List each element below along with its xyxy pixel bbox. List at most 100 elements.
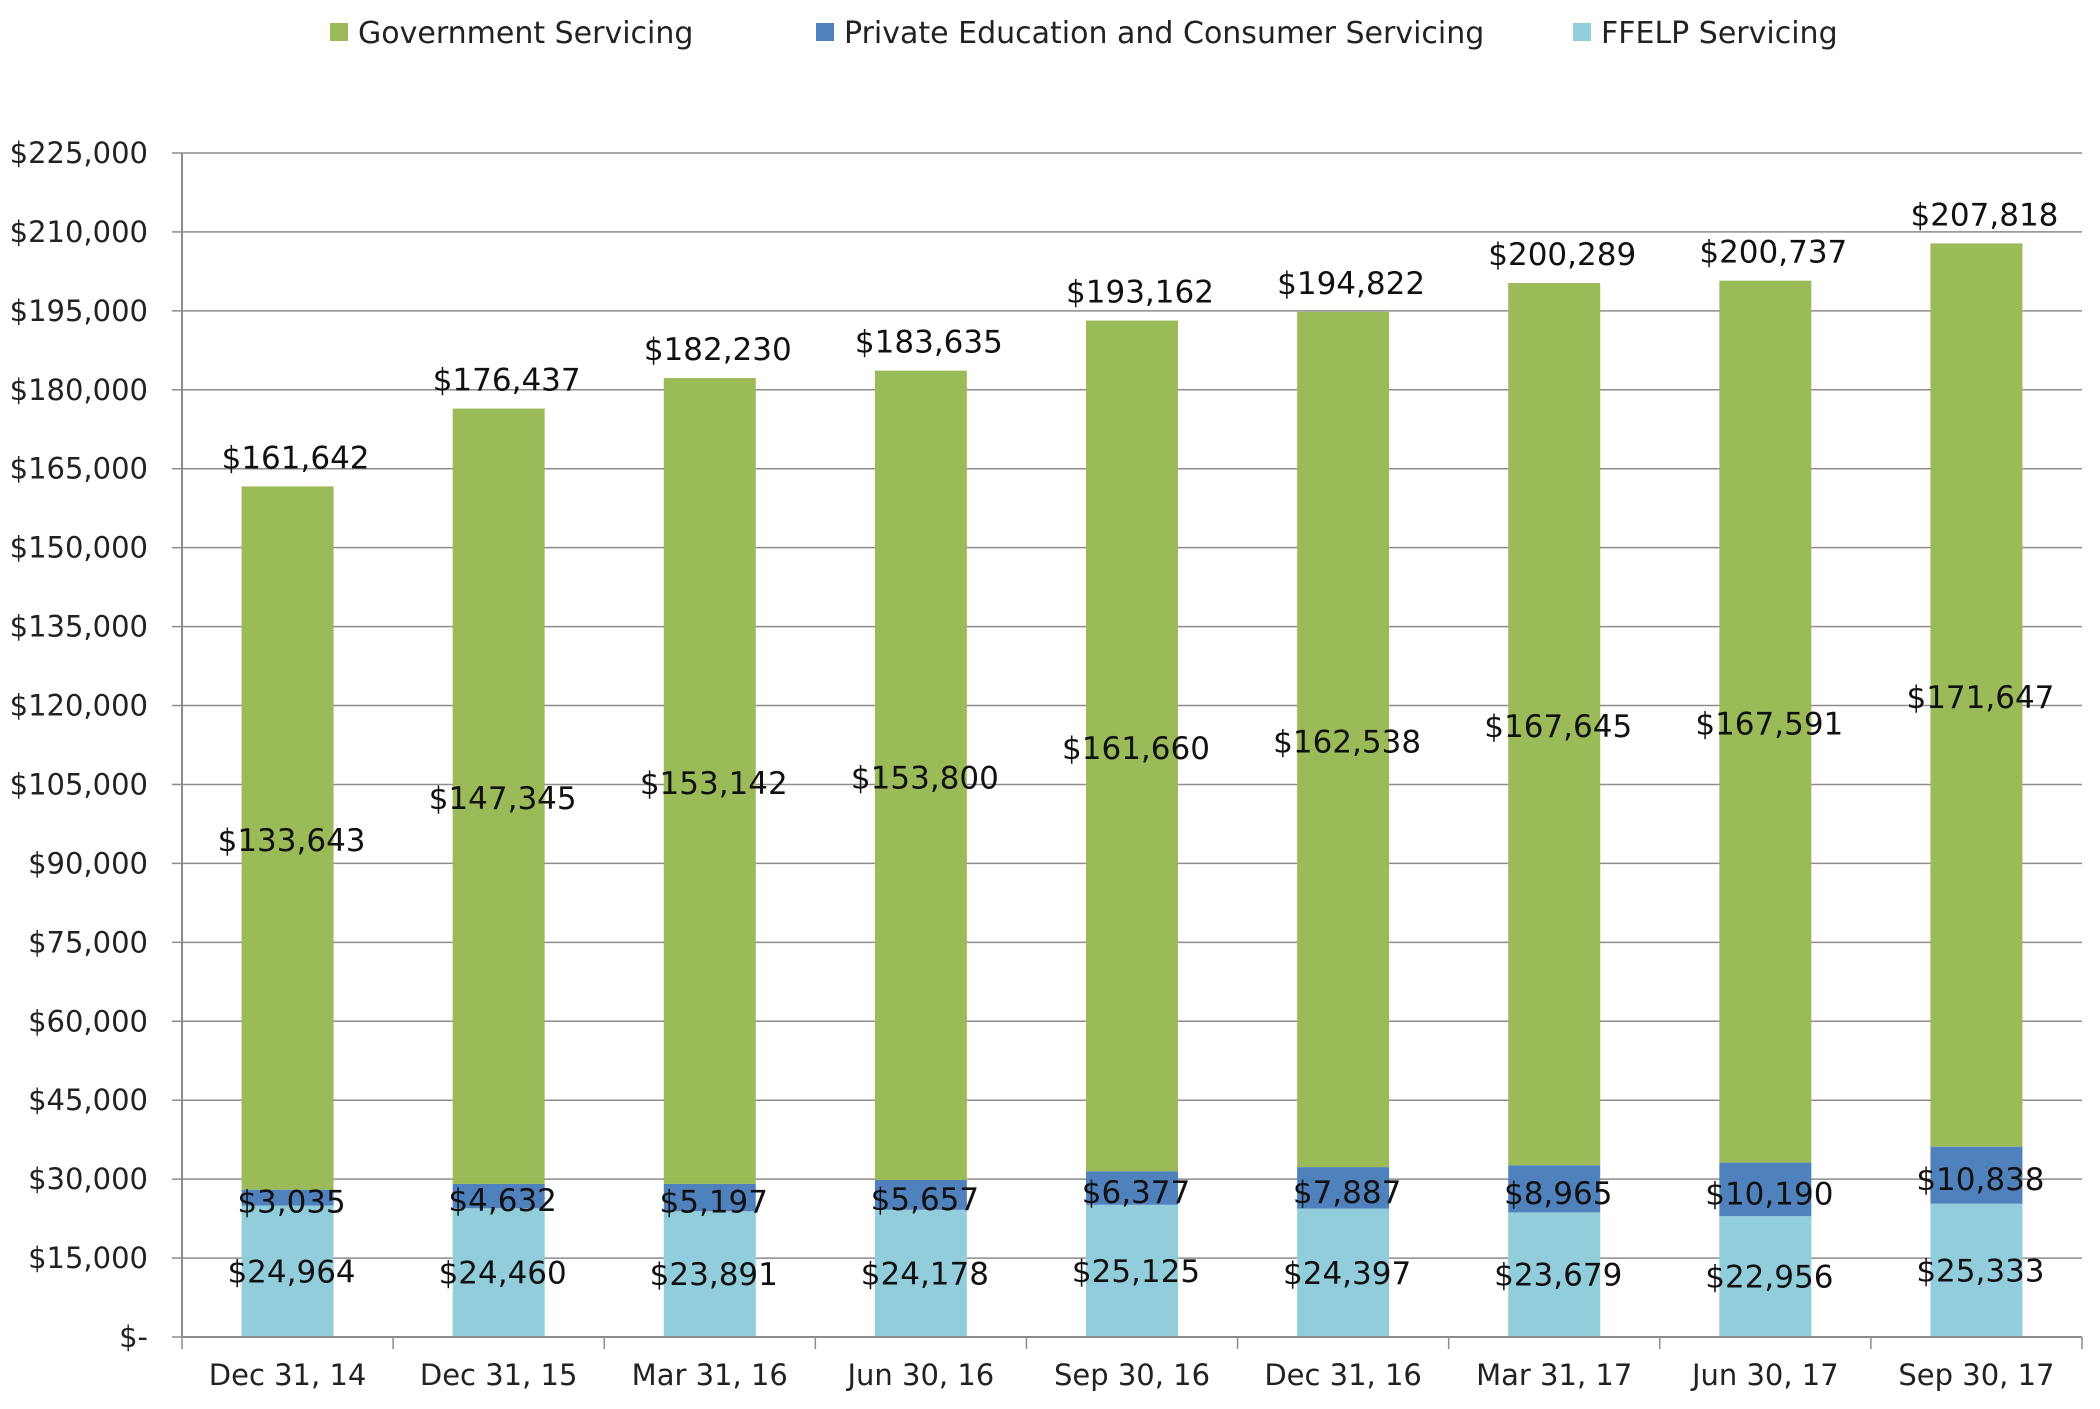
data-label: $8,965 (1504, 1176, 1612, 1212)
legend: Government Servicing Private Education an… (330, 16, 1838, 51)
bar-segment (1508, 283, 1601, 1166)
y-tick-label: $90,000 (28, 846, 148, 880)
y-tick-label: $135,000 (10, 610, 148, 644)
bar-segment (1719, 280, 1812, 1163)
bar-segment (452, 1208, 545, 1337)
bar-segment (241, 1205, 334, 1337)
x-tick-label: Sep 30, 16 (1054, 1358, 1210, 1392)
y-tick-label: $165,000 (10, 452, 148, 486)
total-label: $200,289 (1488, 237, 1636, 273)
x-axis-ticks: Dec 31, 14 Dec 31, 15 Mar 31, 16 Jun 30, 16… (209, 1358, 2055, 1392)
axes (181, 153, 2083, 1349)
bar-segment (1297, 1208, 1390, 1337)
bar-segment (663, 378, 756, 1184)
bar-segment (663, 1183, 756, 1212)
y-tick-label: $105,000 (10, 767, 148, 801)
data-label: $22,956 (1705, 1260, 1833, 1296)
bar-segment (1086, 1204, 1178, 1337)
data-label: $25,125 (1072, 1254, 1200, 1290)
y-tick-label: $60,000 (28, 1004, 148, 1038)
bar-segment (1086, 320, 1178, 1172)
total-label: $176,437 (433, 363, 581, 399)
bar-segment (1719, 1216, 1812, 1337)
x-tick-label: Jun 30, 16 (845, 1358, 994, 1392)
data-label: $24,178 (861, 1256, 989, 1292)
total-label: $182,230 (644, 332, 792, 368)
bar-segment (1508, 1212, 1601, 1337)
bar-segment (241, 486, 334, 1190)
y-tick-label: $75,000 (28, 925, 148, 959)
y-tick-label: $180,000 (10, 373, 148, 407)
bar-segment (1930, 243, 2023, 1147)
total-label: $161,642 (222, 440, 370, 476)
y-tick-label: $120,000 (10, 689, 148, 723)
data-label: $24,460 (439, 1256, 567, 1292)
data-label: $5,197 (660, 1185, 768, 1221)
data-label: $133,643 (218, 823, 366, 859)
y-tick-label: $210,000 (10, 215, 148, 249)
x-tick-label: Dec 31, 14 (209, 1358, 367, 1392)
legend-label: FFELP Servicing (1601, 16, 1838, 51)
legend-swatch (816, 23, 834, 41)
bar-segment (452, 408, 545, 1184)
data-label: $5,657 (871, 1182, 979, 1218)
data-label: $6,377 (1082, 1175, 1190, 1211)
legend-swatch (1573, 23, 1591, 41)
bars (241, 243, 2023, 1337)
bar-segment (663, 1211, 756, 1337)
bar-segment (874, 1209, 967, 1337)
total-label: $193,162 (1066, 275, 1214, 311)
y-tick-label: $15,000 (28, 1241, 148, 1275)
y-tick-label: $45,000 (28, 1083, 148, 1117)
data-label: $7,887 (1293, 1175, 1401, 1211)
data-label: $24,397 (1283, 1256, 1411, 1292)
data-label: $4,632 (448, 1183, 556, 1219)
y-tick-label: $30,000 (28, 1162, 148, 1196)
y-tick-label: $225,000 (10, 136, 148, 170)
bar-segment (1297, 1167, 1390, 1209)
total-label: $200,737 (1699, 235, 1847, 271)
x-tick-label: Mar 31, 16 (632, 1358, 788, 1392)
total-label: $207,818 (1910, 197, 2058, 233)
data-label: $23,891 (650, 1257, 778, 1293)
total-label: $183,635 (855, 325, 1003, 361)
bar-segment (1086, 1171, 1178, 1205)
legend-label: Private Education and Consumer Servicing (844, 16, 1484, 51)
data-label: $10,190 (1705, 1176, 1833, 1212)
bar-segment (874, 1180, 967, 1210)
data-label: $3,035 (237, 1185, 345, 1221)
data-label: $167,591 (1695, 707, 1843, 743)
bar-segment (1508, 1165, 1601, 1213)
x-tick-label: Sep 30, 17 (1898, 1358, 2054, 1392)
x-tick-label: Jun 30, 17 (1690, 1358, 1839, 1392)
y-axis-ticks: $- $15,000 $30,000 $45,000 $60,000 $75,000 $90… (10, 136, 148, 1354)
data-label: $153,142 (640, 766, 788, 802)
data-label: $10,838 (1916, 1162, 2044, 1198)
data-label: $167,645 (1484, 709, 1632, 745)
bar-segment (1719, 1162, 1812, 1217)
data-label: $25,333 (1916, 1253, 2044, 1289)
data-label: $23,679 (1494, 1258, 1622, 1294)
y-tick-label: $195,000 (10, 294, 148, 328)
x-tick-label: Dec 31, 16 (1264, 1358, 1422, 1392)
legend-label: Government Servicing (358, 16, 693, 51)
bar-segment (1930, 1146, 2023, 1204)
bar-segment (452, 1183, 545, 1209)
data-label: $171,647 (1906, 680, 2054, 716)
bar-segment (1930, 1203, 2023, 1337)
data-label: $153,800 (851, 760, 999, 796)
data-labels: $24,964 $3,035 $133,643 $161,642 $24,460 $4,6… (218, 197, 2059, 1295)
y-tick-label: $- (119, 1320, 148, 1354)
x-tick-label: Dec 31, 15 (420, 1358, 578, 1392)
data-label: $147,345 (429, 781, 577, 817)
data-label: $162,538 (1273, 724, 1421, 760)
y-tick-label: $150,000 (10, 531, 148, 565)
data-label: $24,964 (227, 1254, 355, 1290)
x-tick-label: Mar 31, 17 (1476, 1358, 1632, 1392)
bar-segment (241, 1189, 334, 1206)
bar-segment (1297, 311, 1390, 1168)
legend-swatch (330, 23, 348, 41)
bar-segment (874, 370, 967, 1181)
data-label: $161,660 (1062, 731, 1210, 767)
